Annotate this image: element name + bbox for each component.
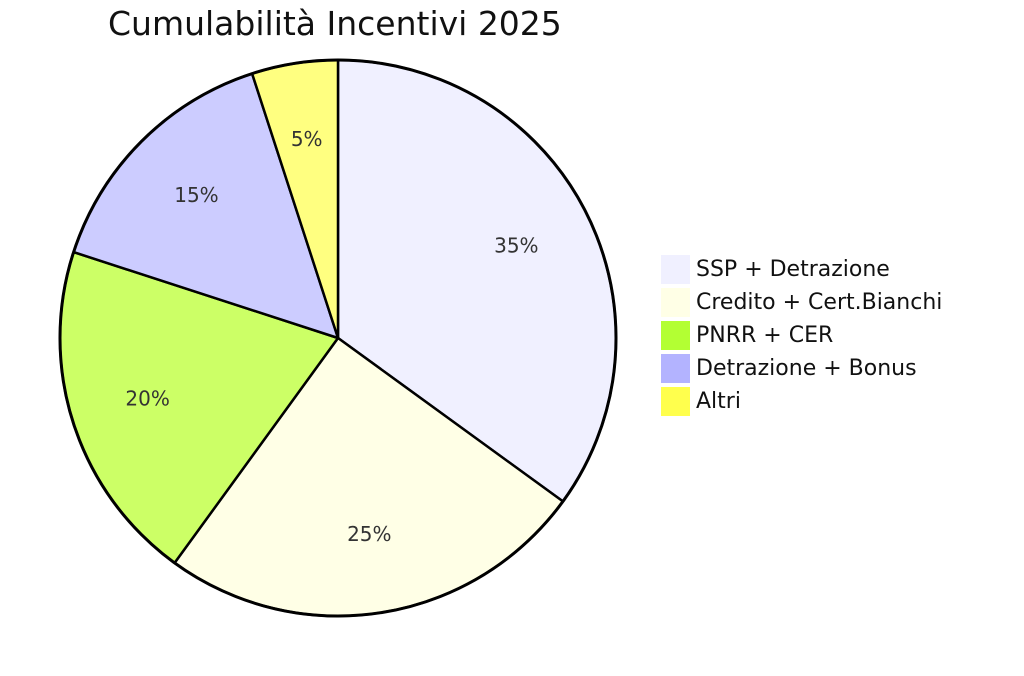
- legend-swatch: [661, 321, 690, 350]
- slice-label-credito-cert-bianchi: 25%: [347, 522, 391, 546]
- legend-swatch: [661, 387, 690, 416]
- legend-item-ssp-detrazione: SSP + Detrazione: [661, 253, 942, 286]
- legend-item-detrazione-bonus: Detrazione + Bonus: [661, 352, 942, 385]
- legend-item-credito-cert-bianchi: Credito + Cert.Bianchi: [661, 286, 942, 319]
- slice-label-pnrr-cer: 20%: [125, 386, 169, 410]
- slice-label-detrazione-bonus: 15%: [174, 183, 218, 207]
- legend-label: Detrazione + Bonus: [696, 356, 917, 381]
- legend-label: Credito + Cert.Bianchi: [696, 290, 943, 315]
- legend-swatch: [661, 255, 690, 284]
- legend-label: PNRR + CER: [696, 323, 834, 348]
- pie-outline: [58, 58, 618, 618]
- legend-label: SSP + Detrazione: [696, 257, 890, 282]
- legend-label: Altri: [696, 389, 741, 414]
- legend-swatch: [661, 288, 690, 317]
- legend-swatch: [661, 354, 690, 383]
- chart-title: Cumulabilità Incentivi 2025: [108, 4, 562, 43]
- slice-label-ssp-detrazione: 35%: [494, 234, 538, 258]
- legend-item-pnrr-cer: PNRR + CER: [661, 319, 942, 352]
- legend: SSP + Detrazione Credito + Cert.Bianchi PN…: [661, 253, 942, 418]
- slice-label-altri: 5%: [291, 127, 323, 151]
- legend-item-altri: Altri: [661, 385, 942, 418]
